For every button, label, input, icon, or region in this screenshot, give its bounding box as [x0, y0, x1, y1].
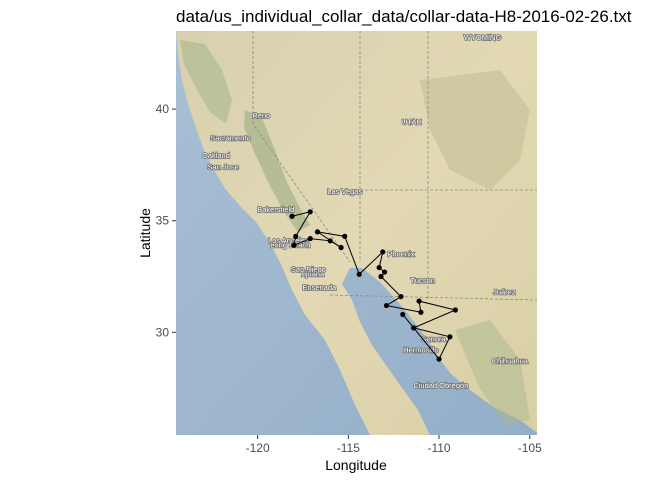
map-label: Las Vegas — [327, 187, 362, 196]
data-point — [398, 294, 404, 300]
map-label: Tucson — [411, 276, 435, 285]
basemap — [176, 31, 537, 435]
map-label: San Jose — [208, 162, 239, 171]
data-point — [380, 249, 386, 255]
data-point — [314, 229, 321, 235]
data-point — [307, 209, 313, 215]
x-tick-label: -110 — [427, 441, 450, 455]
coast-range — [180, 40, 232, 124]
data-point — [356, 271, 362, 277]
map-label: Tijuana — [300, 270, 325, 279]
map-label: Los Angeles — [268, 236, 309, 245]
x-axis: -120 -115 -110 -105 — [246, 435, 542, 455]
x-tick-label: -105 — [518, 441, 542, 455]
data-point — [327, 238, 333, 244]
y-tick-label: 30 — [156, 325, 170, 339]
data-point — [293, 233, 299, 239]
data-point — [383, 302, 390, 309]
data-point — [342, 233, 348, 239]
chart-title: data/us_individual_collar_data/collar-da… — [176, 7, 632, 26]
track-points — [289, 209, 458, 362]
data-point — [416, 298, 422, 304]
x-tick-label: -120 — [246, 441, 270, 455]
y-axis-title: Latitude — [137, 208, 153, 258]
data-point — [447, 334, 453, 340]
data-point — [436, 356, 442, 362]
map-labels: Reno Sacramento San Jose Oakland Las Vegas UT… — [201, 32, 529, 391]
data-point — [378, 273, 384, 280]
sierra-nevada — [244, 110, 310, 232]
y-axis: 30 35 40 — [156, 102, 176, 339]
map-label: WYOMING — [464, 33, 502, 42]
x-tick-label: -115 — [337, 441, 360, 455]
map-label: Reno — [252, 111, 270, 120]
data-point — [418, 309, 424, 315]
map-label: Bakersfield — [257, 205, 294, 214]
map-label: Sacramento — [210, 133, 250, 142]
data-point — [400, 311, 406, 318]
map-label: Sonora — [422, 334, 447, 343]
data-point — [452, 307, 458, 313]
map-label: San Diego — [291, 265, 326, 274]
map-label: Ensenada — [302, 283, 337, 292]
map-label: UTAH — [402, 118, 422, 127]
sierra-madre — [455, 320, 530, 425]
data-point — [411, 325, 417, 331]
rockies — [420, 70, 530, 190]
y-tick-label: 40 — [156, 102, 170, 116]
map-label: Long Beach — [270, 241, 310, 250]
data-point — [291, 242, 297, 248]
map-label: Juárez — [493, 287, 516, 296]
x-axis-title: Longitude — [325, 457, 387, 473]
data-point — [338, 244, 344, 251]
y-tick-label: 35 — [156, 214, 170, 228]
data-point — [376, 264, 382, 271]
data-point — [382, 269, 388, 275]
data-point — [307, 235, 313, 242]
state-borders — [252, 31, 537, 301]
map-label: Ciudad Obregón — [413, 381, 468, 390]
data-point — [289, 213, 295, 219]
map-label: Chihuahua — [492, 357, 529, 366]
map-label: Hermosillo — [403, 345, 438, 354]
map-label: Phoenix — [387, 249, 414, 258]
map-label: Oakland — [202, 151, 230, 160]
